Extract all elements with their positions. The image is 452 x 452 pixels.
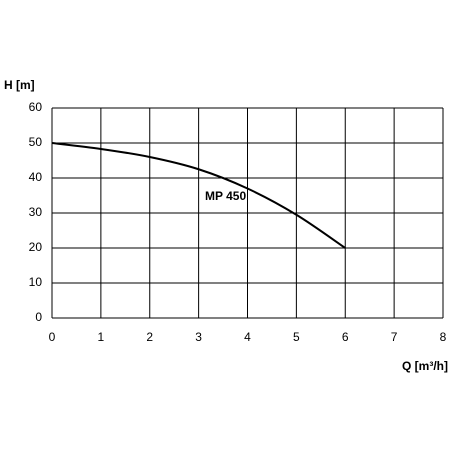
x-tick-label: 2 bbox=[146, 330, 153, 344]
x-tick-label: 4 bbox=[244, 330, 251, 344]
series-label: MP 450 bbox=[205, 189, 246, 203]
y-tick-label: 30 bbox=[29, 205, 43, 219]
x-tick-label: 5 bbox=[293, 330, 300, 344]
x-tick-label: 1 bbox=[98, 330, 105, 344]
curve bbox=[51, 142, 346, 249]
y-tick-label: 0 bbox=[35, 310, 42, 324]
y-tick-label: 10 bbox=[29, 275, 43, 289]
y-tick-label: 60 bbox=[29, 100, 43, 114]
x-tick-label: 8 bbox=[440, 330, 447, 344]
y-tick-label: 40 bbox=[29, 170, 43, 184]
y-tick-label: 20 bbox=[29, 240, 43, 254]
x-axis-label: Q [m³/h] bbox=[402, 359, 448, 373]
y-axis-label: H [m] bbox=[4, 78, 35, 92]
x-tick-label: 7 bbox=[391, 330, 398, 344]
x-tick-label: 6 bbox=[342, 330, 349, 344]
y-tick-label: 50 bbox=[29, 135, 43, 149]
x-tick-label: 0 bbox=[49, 330, 56, 344]
x-tick-label: 3 bbox=[195, 330, 202, 344]
